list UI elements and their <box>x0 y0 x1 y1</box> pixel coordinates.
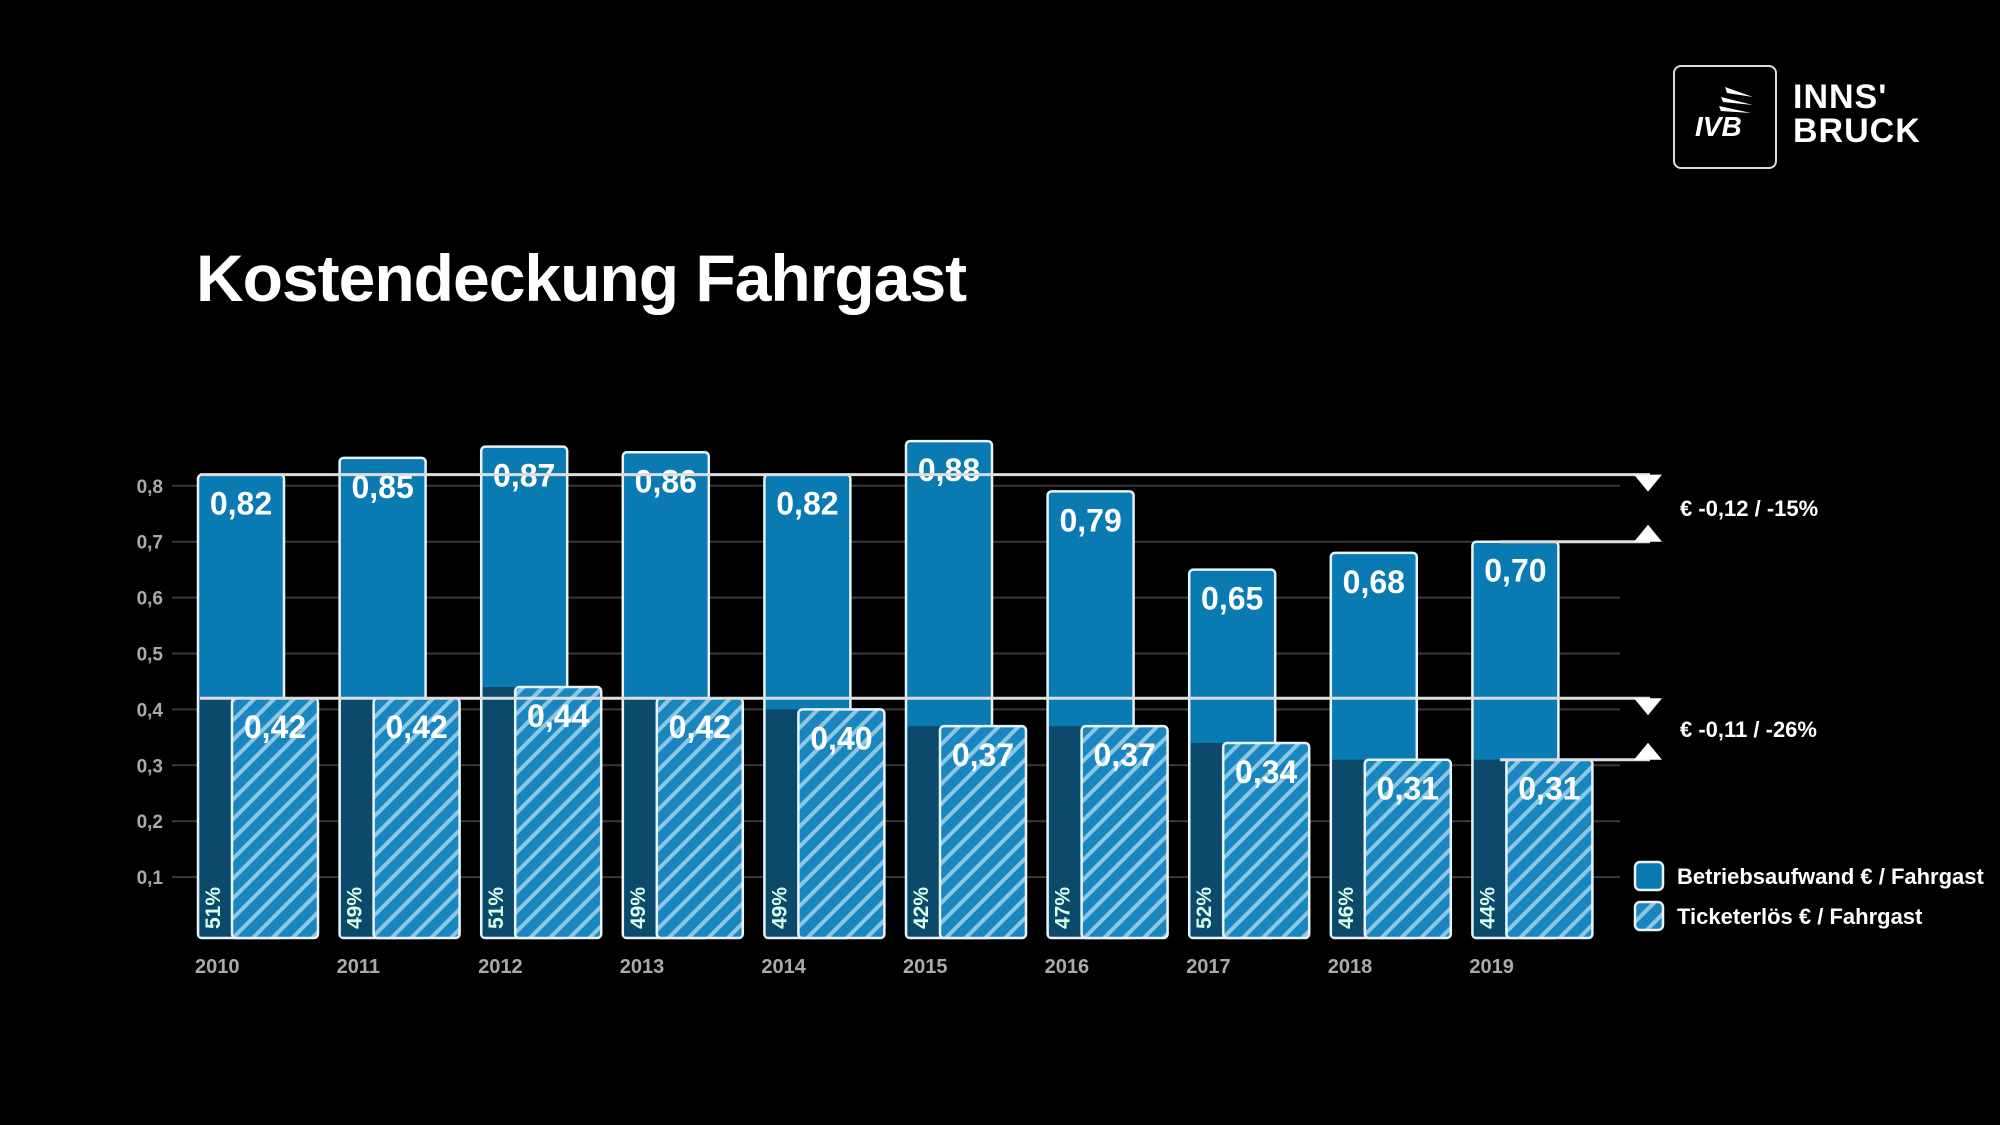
operating-cost-value: 0,65 <box>1201 581 1263 617</box>
operating-cost-value: 0,70 <box>1484 553 1546 589</box>
down-triangle-icon <box>1634 474 1662 492</box>
up-triangle-icon <box>1634 524 1662 542</box>
ticket-revenue-value: 0,37 <box>952 737 1014 773</box>
legend-swatch-ticket-revenue <box>1633 900 1665 932</box>
coverage-percent: 42% <box>910 887 933 929</box>
logo-mark: IVB <box>1695 111 1742 142</box>
y-tick-label: 0,3 <box>137 756 163 777</box>
operating-cost-value: 0,79 <box>1059 502 1121 538</box>
coverage-percent: 44% <box>1476 887 1499 929</box>
operating-cost-value: 0,86 <box>635 463 697 499</box>
operating-cost-value: 0,82 <box>210 486 272 522</box>
legend-label: Ticketerlös € / Fahrgast <box>1677 904 1923 929</box>
coverage-percent: 46% <box>1335 887 1358 929</box>
y-tick-label: 0,2 <box>137 812 163 833</box>
ticket-revenue-value: 0,31 <box>1377 771 1439 807</box>
ticket-revenue-bar <box>513 685 603 940</box>
x-tick-label: 2012 <box>478 956 523 978</box>
x-tick-label: 2016 <box>1045 956 1090 978</box>
coverage-percent: 47% <box>1052 887 1075 929</box>
annotation-label: € -0,11 / -26% <box>1680 717 1817 742</box>
speed-lines-icon <box>1719 87 1753 113</box>
operating-cost-value: 0,88 <box>918 452 980 488</box>
ticket-revenue-value: 0,42 <box>244 709 306 745</box>
chart-title: Kostendeckung Fahrgast <box>196 241 967 315</box>
x-tick-label: 2018 <box>1328 956 1373 978</box>
ticket-revenue-value: 0,44 <box>527 698 589 734</box>
y-tick-label: 0,1 <box>137 868 164 889</box>
ivb-logo: IVB <box>1673 65 1777 169</box>
down-triangle-icon <box>1634 698 1662 716</box>
ticket-revenue-value: 0,37 <box>1093 737 1155 773</box>
x-tick-label: 2019 <box>1469 956 1514 978</box>
x-tick-label: 2010 <box>195 956 240 978</box>
city-line-1: INNS' <box>1793 78 1888 116</box>
ticket-revenue-value: 0,42 <box>669 709 731 745</box>
ticket-revenue-bar <box>797 708 886 940</box>
ticket-revenue-value: 0,31 <box>1518 771 1580 807</box>
x-tick-label: 2013 <box>620 956 665 978</box>
ticket-revenue-bar <box>938 724 1028 940</box>
ticket-revenue-value: 0,40 <box>810 720 872 756</box>
x-tick-label: 2015 <box>903 956 948 978</box>
ticket-revenue-bar <box>1363 758 1453 940</box>
legend-label: Betriebsaufwand € / Fahrgast <box>1677 864 1985 889</box>
ticket-revenue-bar <box>1221 741 1311 940</box>
operating-cost-value: 0,68 <box>1343 564 1405 600</box>
up-triangle-icon <box>1634 742 1662 760</box>
operating-cost-value: 0,82 <box>776 486 838 522</box>
annotation-label: € -0,12 / -15% <box>1680 496 1818 521</box>
y-tick-label: 0,6 <box>137 589 163 610</box>
x-tick-label: 2014 <box>761 956 806 978</box>
y-tick-label: 0,7 <box>137 533 163 554</box>
x-tick-label: 2017 <box>1186 956 1231 978</box>
city-line-2: BRUCK <box>1793 112 1921 150</box>
coverage-percent: 49% <box>627 887 650 929</box>
coverage-percent: 51% <box>485 887 508 929</box>
legend-swatch-operating-cost <box>1633 860 1665 892</box>
x-tick-label: 2011 <box>337 956 380 978</box>
y-tick-label: 0,4 <box>137 700 164 721</box>
ticket-revenue-value: 0,42 <box>385 709 447 745</box>
coverage-percent: 49% <box>344 887 367 929</box>
ticket-revenue-bar <box>1080 724 1169 940</box>
city-wordmark: INNS' BRUCK <box>1793 80 1921 148</box>
coverage-percent: 52% <box>1193 887 1216 929</box>
coverage-percent: 51% <box>202 887 225 929</box>
y-tick-label: 0,5 <box>137 645 164 666</box>
ticket-revenue-value: 0,34 <box>1235 754 1297 790</box>
coverage-percent: 49% <box>768 887 791 929</box>
y-tick-label: 0,8 <box>137 477 163 498</box>
